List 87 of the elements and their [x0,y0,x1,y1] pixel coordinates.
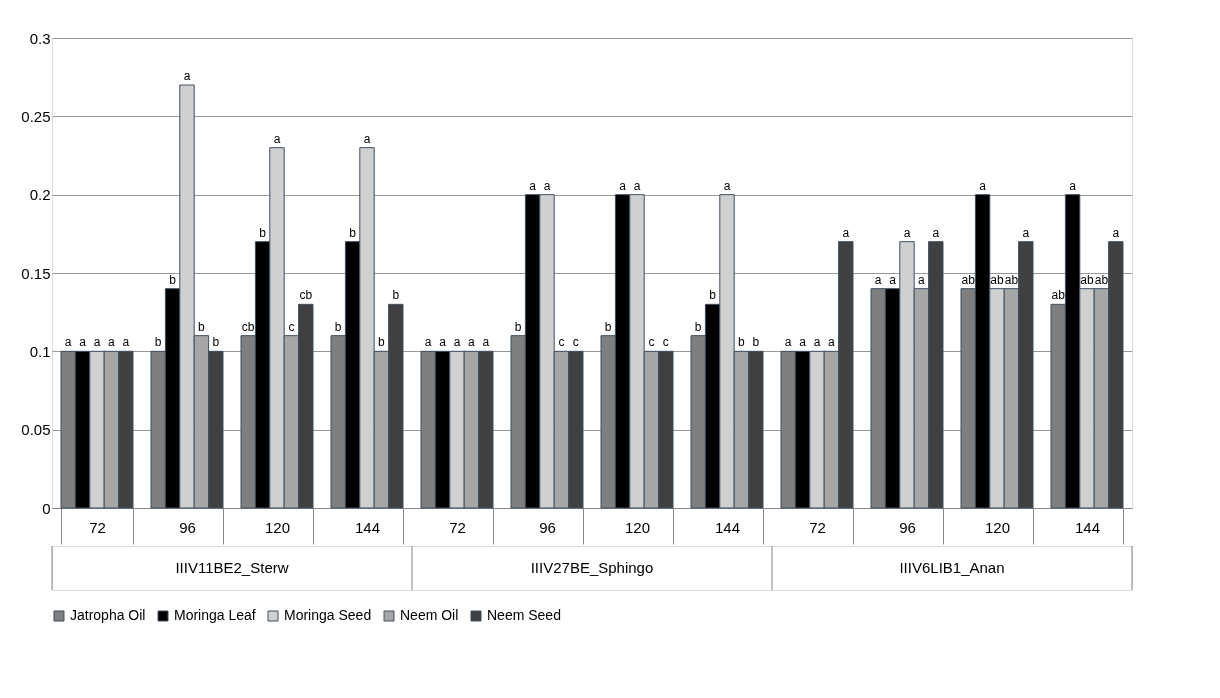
data-label: a [543,178,551,193]
data-label: b [334,319,342,334]
data-label: b [212,335,220,350]
legend-label: Jatropha Oil [70,607,146,623]
data-label: a [813,335,821,350]
y-tick-label: 0.2 [29,186,51,204]
data-label: a [122,335,130,350]
data-label: a [529,178,537,193]
data-label: a [842,225,850,240]
data-label: cb [299,288,313,303]
data-label: a [619,178,627,193]
y-tick-label: 0.25 [21,107,51,125]
x-tick-label: 144 [354,518,381,536]
legend-label: Neem Seed [487,607,561,623]
legend-label: Moringa Leaf [174,607,256,623]
data-label: a [932,225,940,240]
data-label: ab [1004,272,1019,287]
x-tick-label: 72 [809,518,826,536]
data-label: a [633,178,641,193]
data-label: a [1069,178,1077,193]
data-label: a [979,178,987,193]
text: IIIV27BE_Sphingo [530,559,654,576]
data-label: a [439,335,447,350]
data-label: a [903,225,911,240]
data-label: a [363,131,371,146]
data-label: a [828,335,836,350]
data-label: b [259,225,267,240]
x-tick-label: 120 [624,518,651,536]
y-tick-label: 0 [42,499,51,517]
y-tick-label: 0.1 [29,342,51,360]
x-tick-label: 144 [714,518,741,536]
data-label: a [64,335,72,350]
data-label: b [198,319,206,334]
data-label: c [648,335,655,350]
data-label: a [108,335,116,350]
data-label: a [918,272,926,287]
data-label: b [694,319,702,334]
data-label: a [273,131,281,146]
text: IIIV6LIB1_Anan [899,559,1005,576]
data-label: b [752,335,760,350]
data-label: c [288,319,295,334]
data-label: a [424,335,432,350]
data-label: cb [241,319,255,334]
data-label: b [514,319,522,334]
data-label: b [738,335,746,350]
x-tick-label: 144 [1074,518,1101,536]
data-label: c [572,335,579,350]
data-label: a [1022,225,1030,240]
data-label: a [1112,225,1120,240]
data-label: b [154,335,162,350]
data-label: b [709,288,717,303]
data-label: a [482,335,490,350]
data-label: ab [990,272,1004,287]
y-tick-label: 0.15 [21,264,51,282]
legend-label: Neem Oil [400,607,459,623]
y-tick-label: 0.3 [29,29,51,47]
data-label: a [889,272,897,287]
data-label: b [169,272,177,287]
data-label: a [79,335,87,350]
data-label: a [874,272,882,287]
y-tick-label: 0.05 [21,421,51,439]
data-label: a [784,335,792,350]
data-label: ab [1080,272,1094,287]
data-label: b [392,288,400,303]
data-label: a [468,335,476,350]
x-tick-label: 96 [899,518,916,536]
data-label: a [183,69,191,83]
data-label: b [604,319,612,334]
data-label: c [662,335,669,350]
data-label: a [453,335,461,350]
x-tick-label: 96 [179,518,196,536]
x-tick-label: 120 [984,518,1011,536]
x-tick-label: 72 [449,518,466,536]
data-label: b [378,335,386,350]
legend-label: Moringa Seed [284,607,372,623]
data-label: ab [1094,272,1109,287]
data-label: c [558,335,565,350]
data-label: b [349,225,357,240]
x-tick-label: 120 [264,518,291,536]
data-label: a [93,335,101,350]
data-label: ab [1051,288,1066,303]
data-label: a [723,178,731,193]
text: IIIV11BE2_Sterw [175,559,289,576]
x-tick-label: 96 [539,518,556,536]
data-label: ab [961,272,976,287]
data-label: a [799,335,807,350]
x-tick-label: 72 [89,518,106,536]
